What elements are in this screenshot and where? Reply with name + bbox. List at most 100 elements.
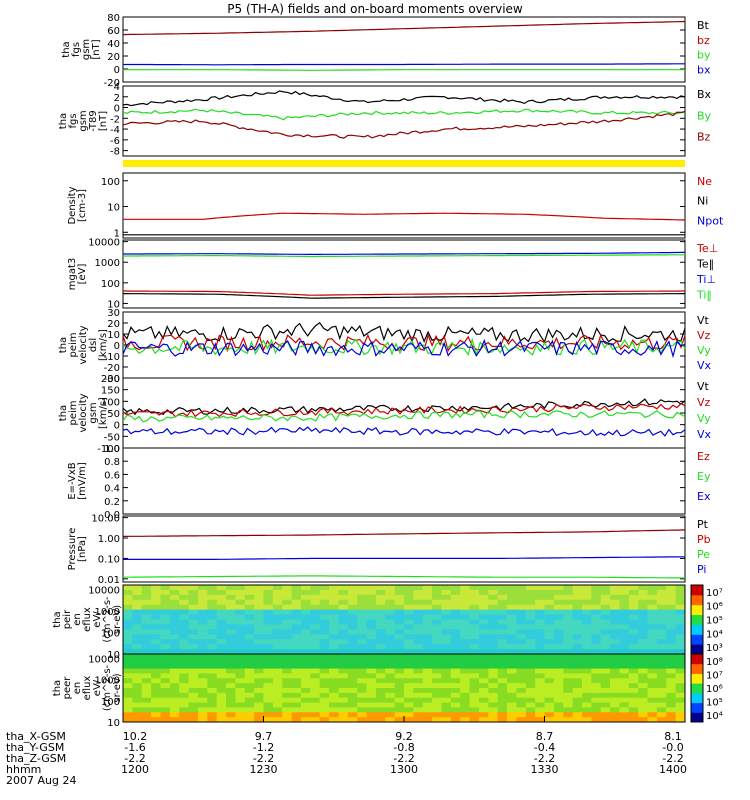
heatmap-cell — [404, 692, 414, 699]
heatmap-cell — [197, 585, 208, 591]
heatmap-cell — [553, 614, 564, 620]
heatmap-cell — [666, 668, 677, 674]
heatmap-cell — [197, 663, 208, 670]
heatmap-cell — [366, 678, 377, 684]
legend-label: Bz — [697, 131, 711, 144]
heatmap-cell — [441, 624, 452, 630]
heatmap-cell — [647, 594, 658, 601]
heatmap-cell — [394, 673, 405, 679]
heatmap-cell — [581, 639, 592, 645]
heatmap-cell — [563, 585, 574, 591]
heatmap-cell — [647, 668, 658, 674]
heatmap-cell — [666, 683, 677, 689]
heatmap-cell — [272, 634, 283, 640]
heatmap-cell — [488, 654, 499, 660]
heatmap-cell — [497, 639, 508, 645]
heatmap-cell — [282, 658, 293, 665]
heatmap-cell — [553, 594, 564, 601]
heatmap-cell — [628, 585, 639, 591]
heatmap-cell — [244, 649, 255, 655]
heatmap-cell — [216, 604, 227, 611]
heatmap-cell — [450, 599, 461, 606]
heatmap-cell — [441, 668, 452, 674]
heatmap-cell — [413, 697, 424, 704]
heatmap-cell — [132, 634, 143, 640]
heatmap-cell — [460, 614, 471, 620]
heatmap-cell — [263, 619, 274, 625]
heatmap-cell — [628, 658, 639, 665]
heatmap-cell — [581, 589, 592, 596]
heatmap-cell — [244, 692, 255, 699]
heatmap-cell — [544, 673, 555, 679]
heatmap-cell — [675, 609, 686, 616]
heatmap-cell — [432, 697, 442, 704]
heatmap-cell — [179, 678, 190, 684]
heatmap-cell — [413, 654, 424, 660]
heatmap-cell — [647, 697, 658, 704]
heatmap-cell — [151, 658, 161, 665]
heatmap-cell — [422, 697, 433, 704]
heatmap-cell — [469, 668, 480, 674]
heatmap-cell — [151, 619, 161, 625]
heatmap-cell — [497, 599, 508, 606]
heatmap-cell — [310, 594, 321, 601]
heatmap-cell — [375, 609, 386, 616]
heatmap-cell — [357, 594, 368, 601]
heatmap-cell — [591, 649, 602, 655]
y-tick-label: -4 — [110, 125, 120, 136]
heatmap-cell — [338, 683, 349, 689]
heatmap-cell — [244, 702, 255, 708]
heatmap-cell — [357, 634, 368, 640]
panel-8 — [122, 515, 686, 583]
heatmap-cell — [572, 594, 583, 601]
heatmap-cell — [338, 702, 349, 708]
heatmap-cell — [432, 654, 442, 660]
heatmap-cell — [357, 604, 368, 611]
y-tick-label: -8 — [110, 147, 120, 158]
heatmap-cell — [610, 634, 620, 640]
heatmap-cell — [300, 629, 311, 635]
heatmap-cell — [169, 629, 180, 635]
heatmap-cell — [675, 589, 686, 596]
heatmap-cell — [581, 683, 592, 689]
heatmap-cell — [413, 702, 424, 708]
heatmap-cell — [338, 673, 349, 679]
heatmap-cell — [263, 585, 274, 591]
heatmap-cell — [469, 639, 480, 645]
heatmap-cell — [160, 683, 171, 689]
series-line-Pb — [123, 529, 686, 538]
heatmap-cell — [291, 639, 302, 645]
heatmap-cell — [272, 619, 283, 625]
heatmap-cell — [375, 712, 386, 718]
heatmap-cell — [460, 629, 471, 635]
heatmap-cell — [441, 604, 452, 611]
heatmap-cell — [141, 639, 152, 645]
heatmap-cell — [272, 702, 283, 708]
heatmap-cell — [535, 609, 545, 616]
y-tick-label: 200 — [101, 374, 120, 385]
heatmap-cell — [422, 589, 433, 596]
heatmap-cell — [235, 609, 246, 616]
heatmap-cell — [338, 619, 349, 625]
heatmap-cell — [478, 624, 489, 630]
heatmap-cell — [207, 654, 218, 660]
heatmap-cell — [404, 712, 414, 718]
heatmap-cell — [226, 624, 236, 630]
heatmap-cell — [544, 678, 555, 684]
heatmap-cell — [563, 702, 574, 708]
heatmap-cell — [310, 697, 321, 704]
heatmap-cell — [572, 663, 583, 670]
heatmap-cell — [169, 624, 180, 630]
heatmap-cell — [300, 683, 311, 689]
heatmap-cell — [123, 589, 133, 596]
legend-label: Pt — [697, 518, 709, 531]
heatmap-cell — [226, 604, 236, 611]
heatmap-cell — [141, 688, 152, 694]
colorbar-segment — [691, 594, 703, 606]
legend-label: By — [697, 109, 712, 122]
heatmap-cell — [591, 663, 602, 670]
heatmap-cell — [319, 649, 330, 655]
heatmap-cell — [563, 683, 574, 689]
heatmap-cell — [469, 629, 480, 635]
heatmap-cell — [188, 692, 199, 699]
